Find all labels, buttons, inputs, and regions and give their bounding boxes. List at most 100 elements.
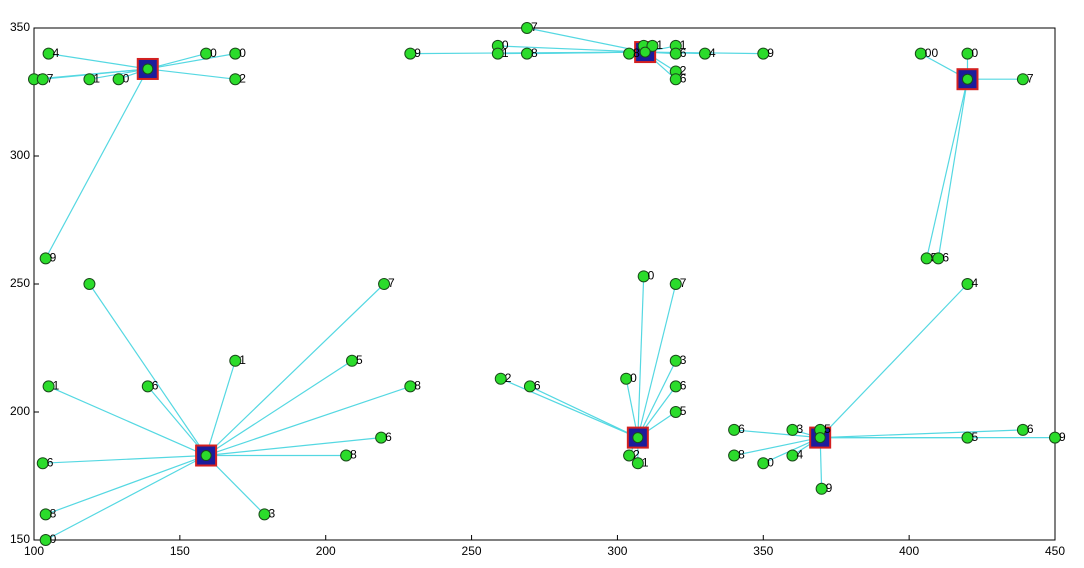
point	[669, 380, 682, 393]
point	[200, 47, 213, 60]
point	[36, 457, 49, 470]
point-label: 7	[531, 20, 538, 34]
center-point	[200, 450, 212, 462]
link	[819, 283, 968, 439]
point-label: 6	[680, 71, 687, 85]
x-tick-label: 200	[316, 544, 336, 558]
point	[340, 449, 353, 462]
link	[937, 79, 969, 259]
y-tick-label: 200	[10, 404, 30, 418]
point	[669, 47, 682, 60]
point	[637, 270, 650, 283]
link	[45, 454, 207, 515]
link	[42, 454, 207, 464]
point-label: 3	[796, 422, 803, 436]
point-label: 6	[385, 430, 392, 444]
link	[205, 283, 385, 456]
y-tick-label: 350	[10, 20, 30, 34]
point-label: 7	[1027, 71, 1034, 85]
link	[926, 79, 969, 259]
point-label: 0	[210, 46, 217, 60]
point	[757, 47, 770, 60]
link	[45, 68, 149, 259]
point	[1016, 423, 1029, 436]
point-label: 8	[531, 46, 538, 60]
link	[147, 386, 207, 456]
plot-frame	[33, 27, 1056, 541]
point-label: 6	[942, 251, 949, 265]
y-tick-label: 150	[10, 532, 30, 546]
point-label: 00	[925, 46, 939, 60]
link	[205, 360, 236, 456]
point-label: 6	[738, 422, 745, 436]
point	[404, 380, 417, 393]
point	[404, 47, 417, 60]
point	[520, 22, 533, 34]
link	[42, 68, 148, 80]
point	[669, 354, 682, 367]
point-label: 3	[680, 353, 687, 367]
link	[637, 360, 677, 438]
x-tick-label: 100	[24, 544, 44, 558]
link	[48, 385, 207, 457]
point-label: 7	[680, 276, 687, 290]
point	[42, 47, 55, 60]
point	[815, 482, 828, 495]
x-tick-label: 400	[899, 544, 919, 558]
point	[669, 73, 682, 86]
link	[734, 429, 821, 439]
point-label: 9	[826, 481, 833, 495]
point	[623, 47, 636, 60]
point-label: 2	[505, 371, 512, 385]
x-tick-label: 250	[462, 544, 482, 558]
point-label: 4	[53, 46, 60, 60]
x-tick-label: 300	[607, 544, 627, 558]
point	[920, 252, 933, 265]
point	[523, 380, 536, 393]
point-label: 7	[388, 276, 395, 290]
point-label: 6	[1027, 422, 1034, 436]
y-tick-label: 250	[10, 276, 30, 290]
point-label: 1	[53, 379, 60, 393]
y-tick-label: 300	[10, 148, 30, 162]
point	[646, 39, 659, 52]
point-label: 5	[824, 422, 831, 436]
link	[497, 45, 646, 53]
point-label: 8	[633, 46, 640, 60]
point-label: 4	[709, 46, 716, 60]
link	[526, 27, 646, 53]
point	[623, 449, 636, 462]
point	[229, 354, 242, 367]
link	[147, 68, 236, 80]
point	[932, 252, 945, 265]
point-label: 6	[680, 379, 687, 393]
point-label: 9	[1059, 430, 1066, 444]
point	[258, 508, 271, 521]
point-label: 0	[239, 46, 246, 60]
point	[141, 380, 154, 393]
point-label: 1	[680, 38, 687, 52]
point-label: 0	[648, 268, 655, 282]
point	[961, 47, 974, 60]
point	[786, 423, 799, 436]
link	[733, 437, 821, 457]
x-tick-label: 350	[753, 544, 773, 558]
point-label: 5	[680, 404, 687, 418]
link	[529, 385, 639, 439]
point	[914, 47, 927, 60]
link	[88, 283, 207, 456]
point	[345, 354, 358, 367]
point-label: 4	[971, 276, 978, 290]
point-label: 6	[534, 379, 541, 393]
point-label: 6	[152, 379, 159, 393]
point	[631, 457, 644, 470]
link	[45, 454, 207, 541]
point	[728, 423, 741, 436]
link	[637, 276, 645, 438]
point	[378, 278, 391, 290]
point	[83, 73, 96, 86]
point	[112, 73, 125, 86]
link	[147, 53, 236, 70]
point	[786, 449, 799, 462]
